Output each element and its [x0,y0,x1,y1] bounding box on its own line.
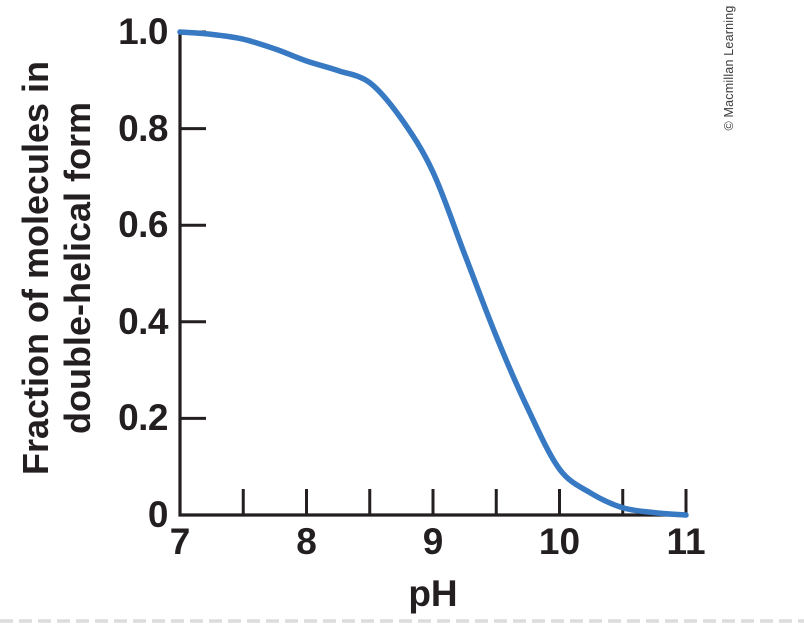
x-tick-label: 7 [169,521,191,562]
x-axis-title: pH [408,573,458,614]
y-axis-title-line2: double-helical form [57,101,98,435]
y-tick-label: 0.8 [118,107,168,149]
y-axis-title-line1: Fraction of molecules in [15,60,56,476]
copyright-credit: © Macmillan Learning [722,5,736,131]
x-tick-label: 8 [296,521,317,562]
x-tick-label: 11 [666,521,706,562]
denaturation-curve [177,29,689,518]
y-tick-label: 0 [147,494,169,535]
x-tick-label: 9 [422,521,444,562]
y-tick-label: 1.0 [118,11,168,52]
y-tick-label: 0.6 [118,204,168,246]
axes-lines [178,30,688,517]
y-tick-label: 0.4 [118,300,168,342]
y-tick-label: 0.2 [118,397,168,439]
x-tick-label: 10 [538,521,581,562]
y-axis-title: Fraction of molecules in double-helical … [15,61,99,475]
